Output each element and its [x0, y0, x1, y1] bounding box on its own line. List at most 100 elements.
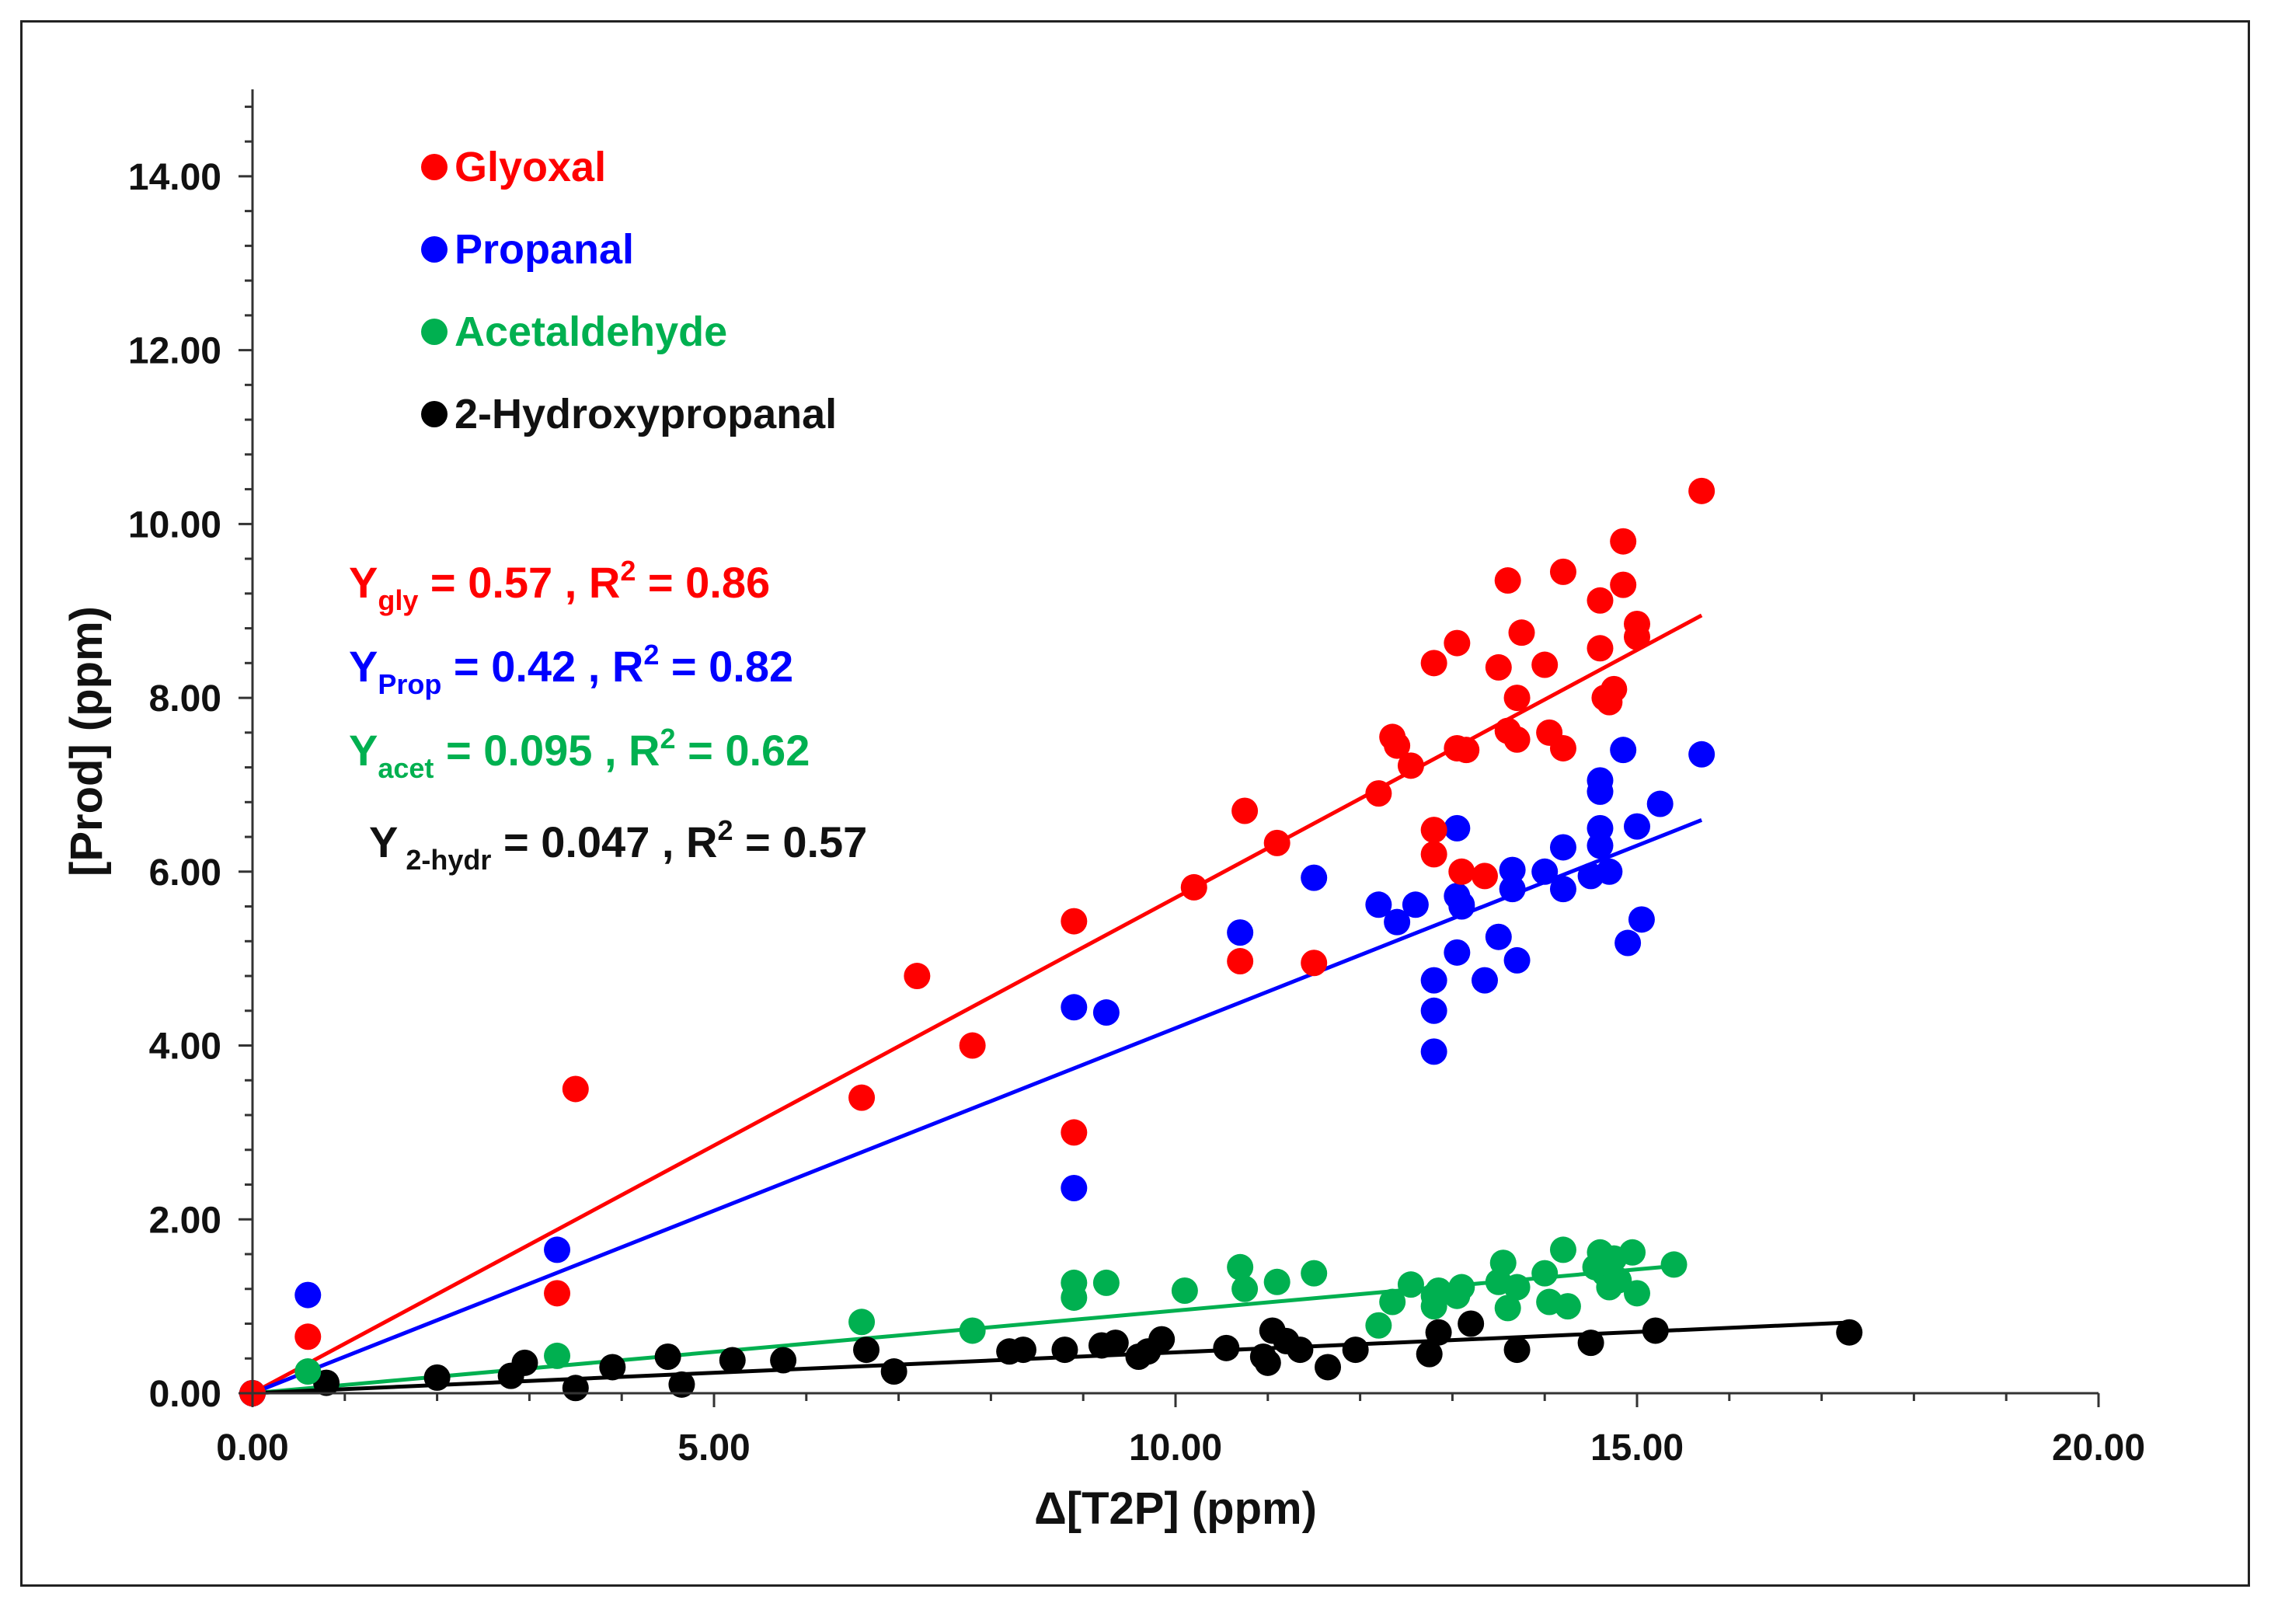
legend-marker — [421, 154, 448, 180]
point-acetaldehyde — [1549, 1236, 1576, 1263]
point-glyoxal — [1610, 528, 1637, 555]
point-2-hydroxypropanal — [654, 1343, 681, 1371]
point-propanal — [1420, 1038, 1447, 1065]
point-2-hydroxypropanal — [423, 1364, 451, 1391]
point-propanal — [1448, 893, 1475, 920]
legend-label: 2-Hydroxypropanal — [455, 391, 837, 437]
point-2-hydroxypropanal — [1342, 1336, 1369, 1364]
fit-line-propanal — [252, 818, 1703, 1396]
point-2-hydroxypropanal — [1213, 1334, 1240, 1361]
x-tick-label: 15.00 — [1590, 1427, 1684, 1469]
point-glyoxal — [1494, 567, 1521, 594]
point-propanal — [544, 1236, 571, 1263]
point-acetaldehyde — [1092, 1269, 1120, 1296]
point-acetaldehyde — [1531, 1260, 1559, 1287]
y-axis-title: [Prod] (ppm) — [61, 606, 112, 876]
point-propanal — [1485, 923, 1512, 950]
point-glyoxal — [1624, 610, 1650, 637]
point-propanal — [1420, 967, 1447, 994]
point-acetaldehyde — [1397, 1271, 1424, 1298]
point-glyoxal — [1397, 752, 1424, 779]
point-acetaldehyde — [294, 1358, 322, 1385]
equation-2-hydroxypropanal: Y 2-hydr = 0.047 , R2 = 0.57 — [369, 814, 867, 876]
x-tick-label: 20.00 — [2052, 1427, 2145, 1469]
point-2-hydroxypropanal — [1102, 1330, 1129, 1357]
point-glyoxal — [1180, 873, 1207, 901]
data-points — [239, 477, 1863, 1406]
point-propanal — [1596, 858, 1623, 885]
point-acetaldehyde — [1624, 1280, 1650, 1307]
point-2-hydroxypropanal — [1642, 1317, 1669, 1344]
point-propanal — [1499, 856, 1526, 883]
chart-frame: 0.00 5.00 10.00 15.00 20.00 0.00 2.00 4.00 6.00 8… — [20, 20, 2250, 1587]
point-2-hydroxypropanal — [880, 1358, 907, 1385]
point-glyoxal — [1688, 477, 1715, 504]
equation-acetaldehyde: Yacet = 0.095 , R2 = 0.62 — [349, 723, 810, 784]
point-propanal — [1444, 814, 1471, 842]
y-tick-label: 10.00 — [128, 504, 221, 545]
point-2-hydroxypropanal — [511, 1349, 538, 1376]
point-glyoxal — [1610, 571, 1637, 598]
point-glyoxal — [1471, 863, 1498, 890]
point-glyoxal — [1384, 732, 1411, 759]
point-propanal — [1471, 967, 1498, 994]
point-glyoxal — [1485, 653, 1512, 681]
point-propanal — [1365, 891, 1392, 918]
point-glyoxal — [1503, 685, 1531, 712]
point-propanal — [1420, 997, 1447, 1024]
point-propanal — [1301, 864, 1328, 891]
point-propanal — [1531, 858, 1559, 885]
point-2-hydroxypropanal — [1315, 1354, 1342, 1381]
point-propanal — [1402, 891, 1429, 918]
point-2-hydroxypropanal — [770, 1347, 797, 1374]
point-acetaldehyde — [1503, 1274, 1531, 1301]
point-acetaldehyde — [1365, 1312, 1392, 1339]
point-acetaldehyde — [1227, 1253, 1254, 1281]
point-acetaldehyde — [1660, 1251, 1688, 1278]
point-glyoxal — [1301, 950, 1328, 977]
point-2-hydroxypropanal — [1577, 1330, 1604, 1357]
point-acetaldehyde — [1231, 1275, 1259, 1302]
legend-label: Acetaldehyde — [455, 308, 727, 355]
fit-line-2-hydroxypropanal — [252, 1320, 1850, 1396]
point-propanal — [1227, 919, 1254, 946]
y-tick-label: 14.00 — [128, 157, 221, 198]
point-propanal — [1624, 813, 1650, 840]
point-glyoxal — [1587, 587, 1614, 614]
x-tick-label: 0.00 — [216, 1427, 288, 1469]
point-glyoxal — [1587, 635, 1614, 662]
point-glyoxal — [1549, 558, 1576, 585]
point-glyoxal — [1531, 651, 1559, 678]
point-propanal — [1061, 994, 1088, 1021]
point-propanal — [1549, 876, 1576, 903]
y-tick-label: 0.00 — [149, 1374, 221, 1415]
point-propanal — [1610, 737, 1637, 764]
point-glyoxal — [294, 1323, 322, 1350]
y-tick-label: 12.00 — [128, 331, 221, 372]
point-glyoxal — [1263, 829, 1291, 856]
point-acetaldehyde — [1171, 1277, 1198, 1304]
point-propanal — [1384, 908, 1411, 936]
legend-label: Propanal — [455, 226, 634, 273]
point-glyoxal — [562, 1075, 589, 1103]
point-2-hydroxypropanal — [1051, 1336, 1078, 1364]
point-glyoxal — [1601, 675, 1628, 702]
point-2-hydroxypropanal — [1425, 1319, 1452, 1346]
point-acetaldehyde — [848, 1309, 876, 1336]
point-2-hydroxypropanal — [1009, 1336, 1036, 1364]
legend-label: Glyoxal — [455, 144, 606, 190]
point-glyoxal — [1503, 726, 1531, 753]
point-propanal — [1444, 939, 1471, 966]
point-glyoxal — [1453, 737, 1480, 764]
point-2-hydroxypropanal — [719, 1347, 746, 1374]
point-propanal — [1614, 929, 1642, 957]
point-propanal — [1499, 876, 1526, 903]
point-2-hydroxypropanal — [1503, 1336, 1531, 1364]
point-acetaldehyde — [1301, 1260, 1328, 1287]
point-propanal — [294, 1281, 322, 1309]
legend: Glyoxal Propanal Acetaldehyde 2-Hydroxyprop… — [421, 144, 837, 437]
point-acetaldehyde — [544, 1342, 571, 1369]
point-acetaldehyde — [1605, 1267, 1632, 1294]
point-2-hydroxypropanal — [1148, 1326, 1176, 1353]
legend-marker — [421, 319, 448, 345]
